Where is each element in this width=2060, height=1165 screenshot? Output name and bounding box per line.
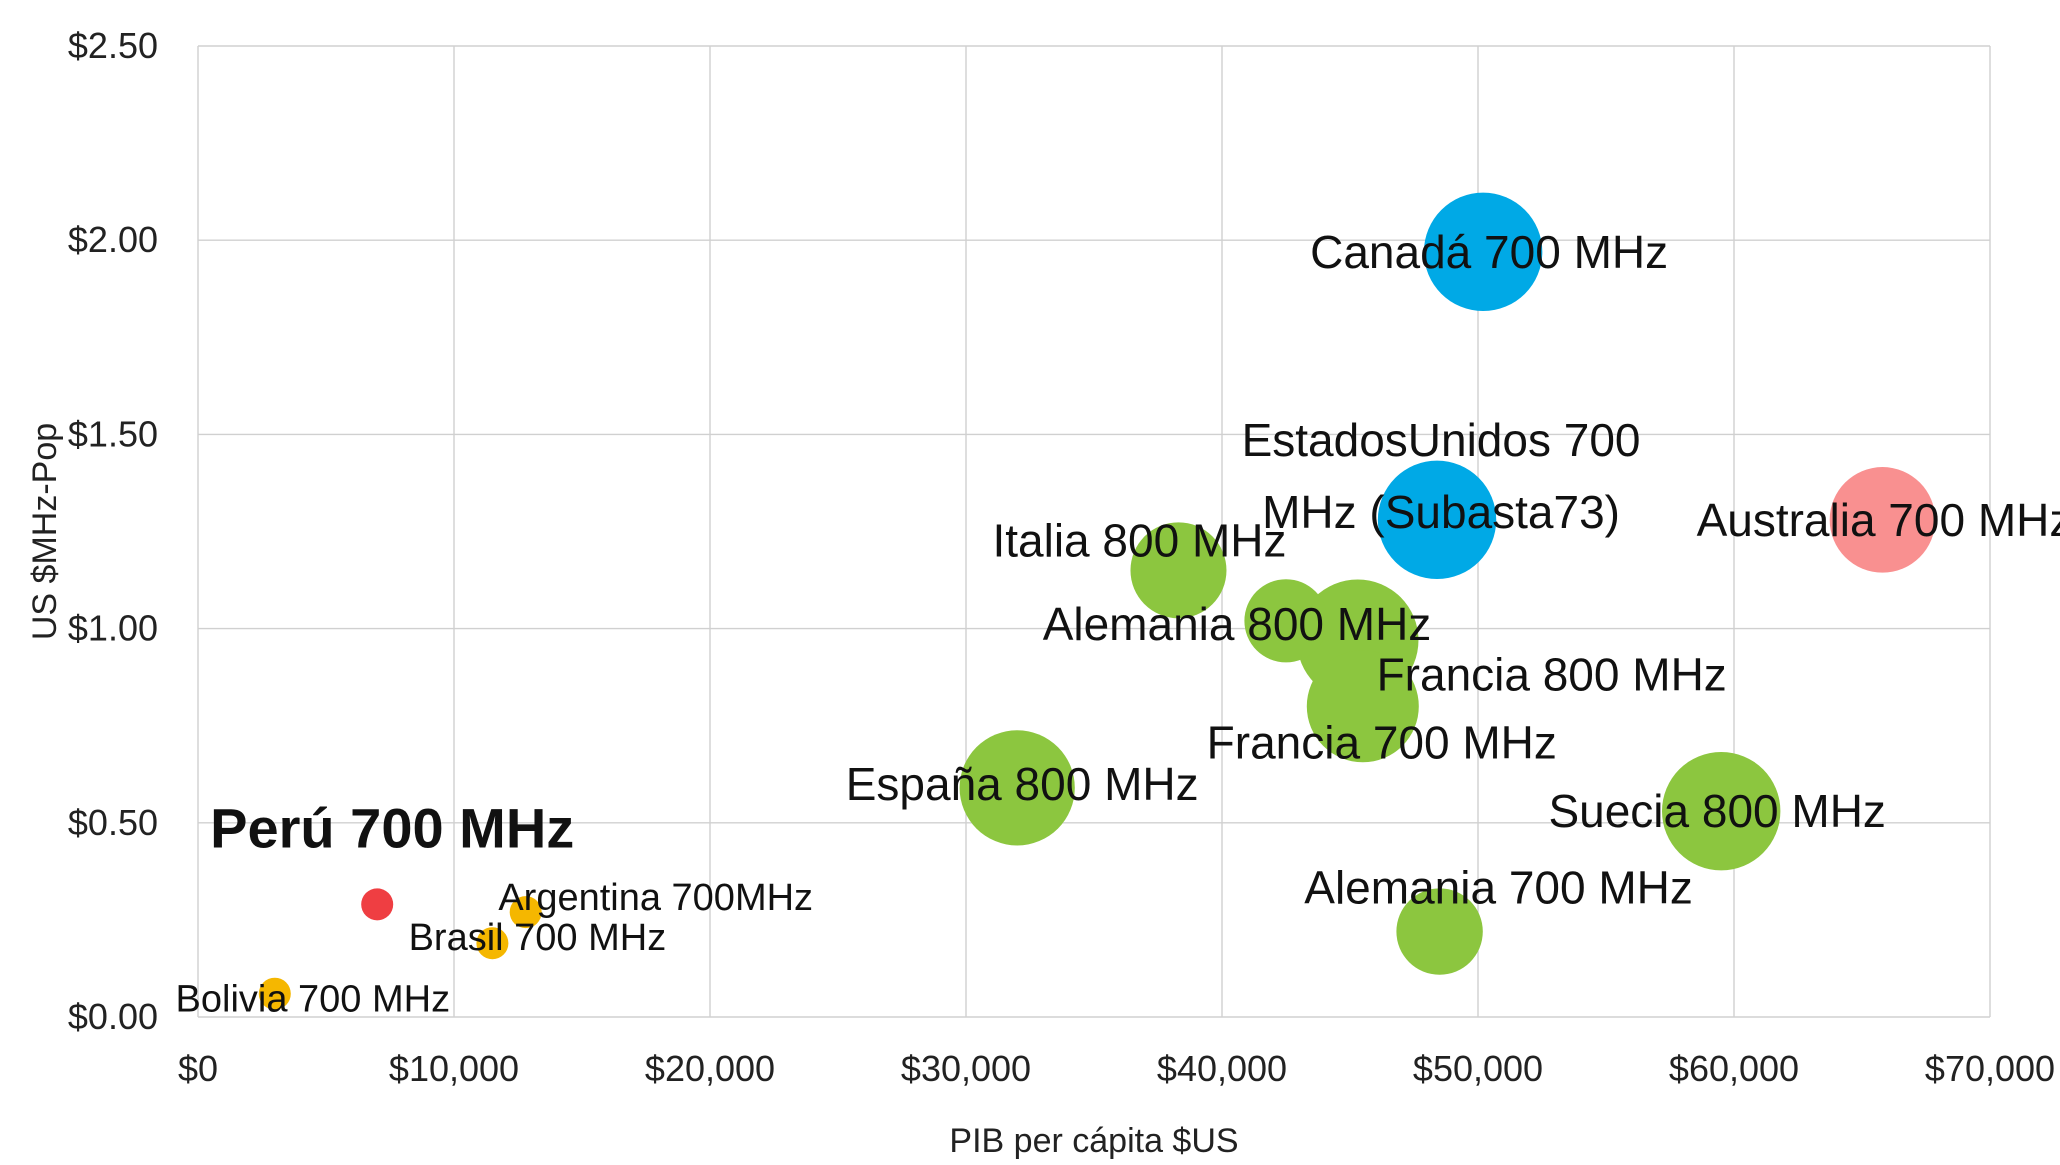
bubble-label: Francia 800 MHz: [1377, 648, 1727, 700]
bubble-point: [258, 977, 291, 1010]
bubble-point: [476, 927, 509, 960]
bubble-point: [1244, 579, 1328, 663]
x-tick-label: $70,000: [1925, 1048, 2055, 1089]
axis-ticks: $0 $10,000 $20,000 $30,000 $40,000 $50,000 $60…: [68, 25, 2055, 1089]
bubble-label: Francia 700 MHz: [1207, 716, 1557, 768]
bubble-label: Perú 700 MHz: [210, 796, 574, 859]
bubble-label: EstadosUnidos 700 MHz (Subasta73): [1242, 414, 1641, 538]
bubble-point: [1306, 650, 1419, 763]
bubble-labels: Perú 700 MHz Bolivia 700 MHz Brasil 700 MH…: [176, 226, 2060, 1021]
x-tick-label: $40,000: [1157, 1048, 1287, 1089]
x-tick-label: $0: [178, 1048, 218, 1089]
x-tick-label: $60,000: [1669, 1048, 1799, 1089]
y-tick-label: $1.00: [68, 608, 158, 649]
bubble-label: Argentina 700MHz: [498, 877, 813, 919]
y-tick-label: $1.50: [68, 413, 158, 454]
bubble-point: [959, 730, 1075, 846]
bubble-point: [1423, 192, 1543, 312]
bubble-point: [509, 896, 542, 929]
bubble-point: [1662, 751, 1781, 871]
bubble-point: [1130, 522, 1227, 619]
bubble-label: Alemania 800 MHz: [1043, 598, 1432, 650]
bubble-label: España 800 MHz: [846, 758, 1199, 810]
y-tick-label: $0.50: [68, 802, 158, 843]
bubble-point: [1396, 888, 1483, 975]
bubble-point: [1829, 467, 1936, 573]
x-tick-label: $50,000: [1413, 1048, 1543, 1089]
x-tick-label: $10,000: [389, 1048, 519, 1089]
x-tick-label: $20,000: [645, 1048, 775, 1089]
bubble-point: [361, 888, 394, 921]
bubble-label: Australia 700 MHz: [1697, 494, 2060, 546]
bubble-label: Suecia 800 MHz: [1548, 785, 1886, 837]
bubble-label: Italia 800 MHz: [992, 514, 1286, 566]
y-tick-label: $0.00: [68, 996, 158, 1037]
y-tick-label: $2.00: [68, 219, 158, 260]
x-axis-title: PIB per cápita $US: [949, 1122, 1238, 1160]
bubble-label: Bolivia 700 MHz: [176, 979, 451, 1021]
y-tick-label: $2.50: [68, 25, 158, 66]
bubble-label: Brasil 700 MHz: [409, 917, 667, 959]
bubble-label: Alemania 700 MHz: [1304, 862, 1693, 914]
y-axis-title: US $MHz-Pop: [26, 423, 64, 640]
x-tick-label: $30,000: [901, 1048, 1031, 1089]
bubble-series: [258, 192, 1936, 1010]
bubble-label: Canadá 700 MHz: [1310, 226, 1668, 278]
bubble-point: [1377, 460, 1497, 580]
